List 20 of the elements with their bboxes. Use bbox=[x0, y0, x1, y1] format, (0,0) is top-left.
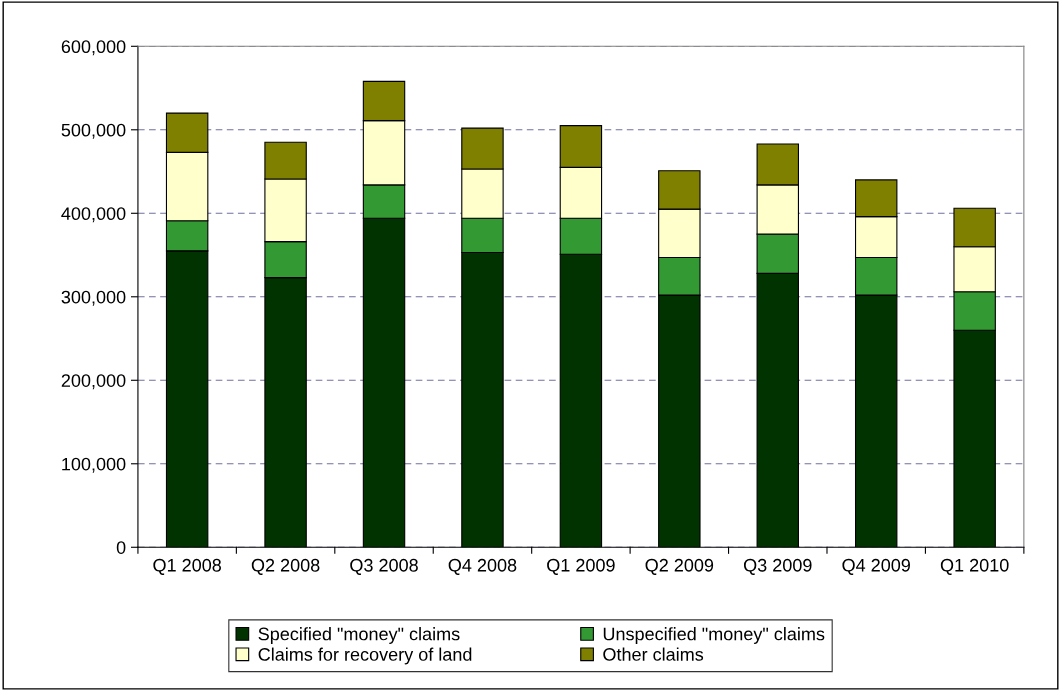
x-tick-label: Q2 2009 bbox=[645, 558, 714, 575]
y-tick-label: 100,000 bbox=[62, 457, 126, 473]
y-tick-label: 600,000 bbox=[61, 40, 126, 56]
x-tick-label: Q1 2010 bbox=[940, 558, 1009, 575]
y-tick-label: 300,000 bbox=[61, 290, 126, 306]
x-tick-label: Q1 2009 bbox=[547, 558, 615, 575]
x-tick-label: Q3 2009 bbox=[744, 558, 812, 575]
x-tick-label: Q4 2008 bbox=[448, 558, 517, 575]
legend-label: Other claims bbox=[603, 647, 704, 661]
y-tick-label: 200,000 bbox=[61, 374, 126, 390]
x-tick-label: Q3 2008 bbox=[350, 558, 418, 575]
x-tick-label: Q1 2008 bbox=[153, 558, 221, 575]
x-tick-label: Q2 2008 bbox=[251, 558, 320, 575]
y-tick-label: 500,000 bbox=[61, 123, 126, 139]
legend-label: Claims for recovery of land bbox=[258, 647, 472, 665]
x-tick-label: Q4 2009 bbox=[842, 558, 910, 575]
legend-label: Unspecified "money" claims bbox=[603, 627, 825, 644]
legend-label: Specified "money" claims bbox=[258, 627, 460, 644]
y-tick-label: 400,000 bbox=[61, 207, 126, 223]
y-tick-label: 0 bbox=[116, 541, 126, 554]
